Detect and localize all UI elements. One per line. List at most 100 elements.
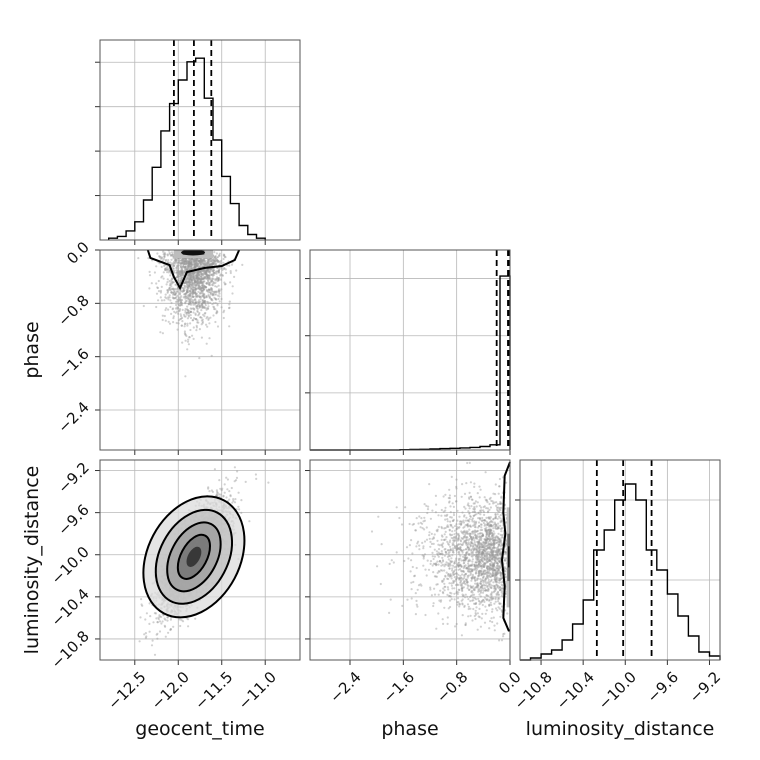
phase-lum-point (471, 619, 474, 622)
phase-lum-point (426, 508, 430, 511)
geocent-phase-point (187, 309, 190, 312)
phase-lum-point (500, 542, 503, 545)
phase-lum-point (439, 553, 442, 556)
geocent-phase-point (183, 332, 186, 335)
geocent-phase-point (195, 257, 199, 261)
phase-lum-point (491, 543, 494, 546)
geocent-lum-point (218, 493, 221, 496)
geocent-phase-point (175, 296, 178, 299)
geocent-phase-point (202, 301, 205, 304)
geocent-phase-point (167, 308, 170, 311)
geocent-phase-point (197, 282, 200, 285)
geocent-phase-point (188, 294, 192, 297)
geocent-phase-point (191, 293, 194, 296)
geocent-phase-point (193, 263, 196, 266)
geocent-phase-point (181, 341, 184, 344)
geocent-lum-point (169, 628, 172, 632)
geocent-phase-point (206, 300, 209, 303)
phase-lum-point (485, 576, 488, 579)
phase-lum-point (493, 555, 496, 559)
geocent-phase-point (182, 259, 185, 262)
geocent-phase-point (200, 280, 203, 283)
geocent-phase-point (190, 262, 193, 265)
geocent-phase-point (186, 290, 189, 294)
geocent-phase-point (189, 263, 193, 266)
geocent-phase-point (166, 253, 169, 256)
geocent-phase-point (197, 265, 200, 268)
phase-lum-point (496, 547, 499, 550)
phase-lum-point (461, 578, 464, 581)
geocent-phase-point (213, 291, 216, 294)
geocent-phase-point (188, 290, 191, 293)
geocent-phase-point (193, 263, 196, 266)
phase-lum-point (478, 572, 481, 575)
phase-lum-point (485, 533, 488, 536)
geocent-phase-point (193, 265, 196, 268)
geocent-phase-point (206, 307, 209, 310)
geocent-phase-point (165, 267, 168, 270)
geocent-phase-point (192, 288, 195, 291)
geocent-phase-point (193, 262, 196, 265)
y-label-phase: phase (21, 321, 43, 378)
phase-lum-point (473, 568, 476, 571)
geocent-phase-point (189, 287, 192, 290)
geocent-phase-point (170, 251, 174, 254)
geocent-phase-point (197, 285, 200, 288)
phase-lum-point (474, 536, 478, 539)
geocent-phase-point (179, 273, 182, 276)
geocent-phase-point (185, 260, 188, 263)
phase-lum-point (461, 483, 464, 486)
phase-lum-point (466, 546, 469, 549)
geocent-lum-point (172, 625, 175, 628)
phase-lum-point (495, 572, 498, 575)
geocent-phase-point (198, 328, 201, 331)
geocent-phase-point (184, 266, 187, 269)
geocent-phase-point (165, 307, 168, 310)
geocent-phase-point (198, 270, 201, 273)
geocent-phase-contour (146, 249, 241, 291)
geocent-phase-point (201, 262, 204, 265)
geocent-phase-point (177, 306, 180, 310)
geocent-phase-point (212, 269, 215, 273)
geocent-phase-point (185, 259, 188, 262)
phase-lum-point (494, 558, 497, 561)
phase-lum-point (446, 555, 449, 559)
geocent-lum-point (140, 598, 143, 601)
geocent-phase-point (189, 303, 193, 306)
geocent-phase-point (200, 275, 203, 279)
geocent-phase-point (215, 290, 218, 293)
geocent-phase-point (199, 280, 203, 284)
geocent-phase-point (175, 259, 178, 262)
geocent-phase-point (188, 265, 191, 268)
geocent-phase-point (204, 286, 207, 289)
phase-lum-point (466, 567, 469, 571)
geocent-phase-point (196, 303, 199, 306)
geocent-lum-point (155, 617, 158, 620)
geocent-phase-point (192, 307, 195, 310)
geocent-phase-point (203, 257, 206, 260)
geocent-phase-point (161, 318, 164, 322)
geocent-phase-point (186, 267, 189, 270)
geocent-phase-point (185, 313, 188, 316)
geocent-phase-point (188, 272, 191, 275)
geocent-phase-point (197, 278, 201, 281)
phase-lum-point (471, 538, 474, 541)
phase-lum-point (497, 606, 500, 609)
geocent-phase-point (199, 291, 202, 294)
geocent-phase-point (210, 288, 214, 291)
geocent-phase-point (216, 294, 220, 297)
phase-lum-point (478, 550, 481, 553)
phase-lum-point (478, 496, 481, 499)
geocent-phase-point (214, 308, 217, 311)
geocent-phase-point (207, 262, 210, 265)
geocent-phase-point (183, 260, 186, 263)
geocent-phase-point (202, 293, 205, 296)
geocent-phase-point (188, 262, 191, 265)
geocent-phase-point (187, 284, 191, 288)
geocent-phase-point (196, 283, 199, 286)
geocent-phase-point (176, 300, 179, 303)
phase-lum-point (454, 535, 458, 538)
geocent-phase-point (189, 265, 192, 268)
geocent-phase-point (188, 282, 191, 286)
geocent-phase-point (207, 305, 210, 308)
